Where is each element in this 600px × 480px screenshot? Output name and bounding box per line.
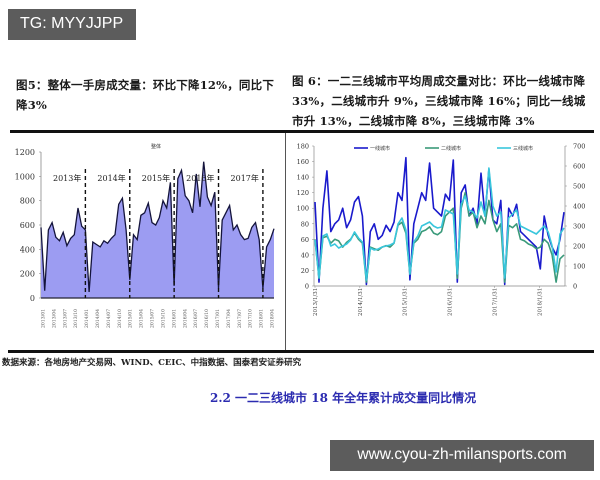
section-heading: 2.2 一二三线城市 18 年全年累计成交量同比情况 (210, 391, 477, 405)
svg-text:0: 0 (305, 283, 309, 291)
svg-text:2015/01: 2015/01 (128, 309, 134, 328)
svg-text:2016/10: 2016/10 (204, 309, 210, 328)
watermark-bottom: www.cyou-zh-milansports.com (330, 440, 594, 471)
svg-text:2017/1/31: 2017/1/31 (492, 288, 498, 316)
svg-text:700: 700 (573, 143, 585, 151)
svg-text:2018/04: 2018/04 (270, 309, 276, 328)
figure6-title: 图 6：一二三线城市平均周成交量对比：环比一线城市降33%，二线城市升 9%，三… (292, 74, 586, 128)
svg-text:2013/10: 2013/10 (73, 309, 79, 328)
svg-text:2016/01: 2016/01 (171, 309, 177, 328)
svg-text:2015/04: 2015/04 (139, 309, 145, 328)
svg-text:200: 200 (573, 243, 585, 251)
svg-text:2017/10: 2017/10 (248, 309, 254, 328)
year-label: 2014年 (97, 173, 125, 183)
top-rule (10, 130, 594, 133)
svg-text:2017/01: 2017/01 (215, 309, 221, 328)
svg-text:600: 600 (573, 163, 585, 171)
year-label: 2017年 (231, 173, 259, 183)
watermark-top: TG: MYYJJPP (8, 9, 136, 40)
figure5-area-chart: 整体 0 200 400 600 800 1000 1200 2013年 2014年 2015年 20… (15, 143, 276, 328)
svg-text:2014/10: 2014/10 (117, 309, 123, 328)
svg-text:100: 100 (573, 263, 585, 271)
source-note: 数据来源：各地房地产交易网、WIND、CEIC、中指数据、国泰君安证券研究 (2, 358, 302, 368)
svg-text:40: 40 (301, 251, 309, 259)
chart-title: 整体 (151, 143, 161, 150)
svg-text:600: 600 (20, 221, 35, 230)
svg-text:2014/1/31: 2014/1/31 (358, 288, 364, 316)
column-divider (285, 133, 286, 350)
svg-text:200: 200 (20, 270, 35, 279)
svg-text:120: 120 (297, 189, 309, 197)
svg-text:1200: 1200 (15, 148, 35, 157)
svg-text:500: 500 (573, 183, 585, 191)
bottom-rule (8, 350, 594, 353)
figure6-line-chart: 0 20 40 60 80 100 120 140 160 180 0 100 200 300 400 500… (297, 143, 586, 317)
legend-label: 三线城市 (513, 145, 533, 152)
svg-text:180: 180 (297, 143, 309, 151)
legend-label: 二线城市 (441, 145, 461, 152)
svg-text:300: 300 (573, 223, 585, 231)
svg-text:20: 20 (301, 267, 309, 275)
svg-text:1000: 1000 (15, 172, 35, 181)
svg-text:2013/1/31: 2013/1/31 (313, 288, 319, 316)
svg-text:2013/01: 2013/01 (41, 309, 47, 328)
legend-label: 一线城市 (370, 145, 390, 152)
svg-text:80: 80 (301, 220, 309, 228)
area-fill (41, 161, 274, 298)
figure6-chart: 0 20 40 60 80 100 120 140 160 180 0 100 200 300 400 500… (287, 134, 599, 348)
svg-text:2016/04: 2016/04 (182, 309, 188, 328)
svg-text:2017/04: 2017/04 (226, 309, 232, 328)
year-label: 2015年 (142, 173, 170, 183)
svg-text:2013/07: 2013/07 (62, 309, 68, 328)
svg-text:2014/04: 2014/04 (95, 309, 101, 328)
year-label: 2013年 (53, 173, 81, 183)
series-line (314, 167, 565, 281)
series-line (314, 156, 565, 286)
svg-text:0: 0 (573, 283, 577, 291)
year-label: 2016年 (186, 173, 214, 183)
area-line (40, 161, 275, 292)
svg-text:2015/07: 2015/07 (150, 309, 156, 328)
svg-text:140: 140 (297, 174, 309, 182)
svg-text:2014/07: 2014/07 (106, 309, 112, 328)
figure5-title: 图5：整体一手房成交量：环比下降12%，同比下降3% (16, 78, 275, 112)
svg-text:100: 100 (297, 205, 309, 213)
svg-text:60: 60 (301, 236, 309, 244)
svg-text:2014/01: 2014/01 (84, 309, 90, 328)
svg-text:400: 400 (20, 245, 35, 254)
svg-text:2015/1/31: 2015/1/31 (403, 288, 409, 316)
svg-text:2016/07: 2016/07 (193, 309, 199, 328)
svg-text:2013/04: 2013/04 (51, 309, 57, 328)
svg-text:2018/1/31: 2018/1/31 (537, 288, 543, 316)
svg-text:800: 800 (20, 197, 35, 206)
svg-text:160: 160 (297, 158, 309, 166)
svg-text:2017/07: 2017/07 (237, 309, 243, 328)
svg-text:2018/01: 2018/01 (259, 309, 265, 328)
svg-text:2016/1/31: 2016/1/31 (448, 288, 454, 316)
svg-text:2015/10: 2015/10 (160, 309, 166, 328)
svg-text:0: 0 (30, 294, 35, 303)
figure5-chart: 整体 0 200 400 600 800 1000 1200 2013年 2014年 2015年 20… (0, 134, 284, 348)
svg-text:400: 400 (573, 203, 585, 211)
